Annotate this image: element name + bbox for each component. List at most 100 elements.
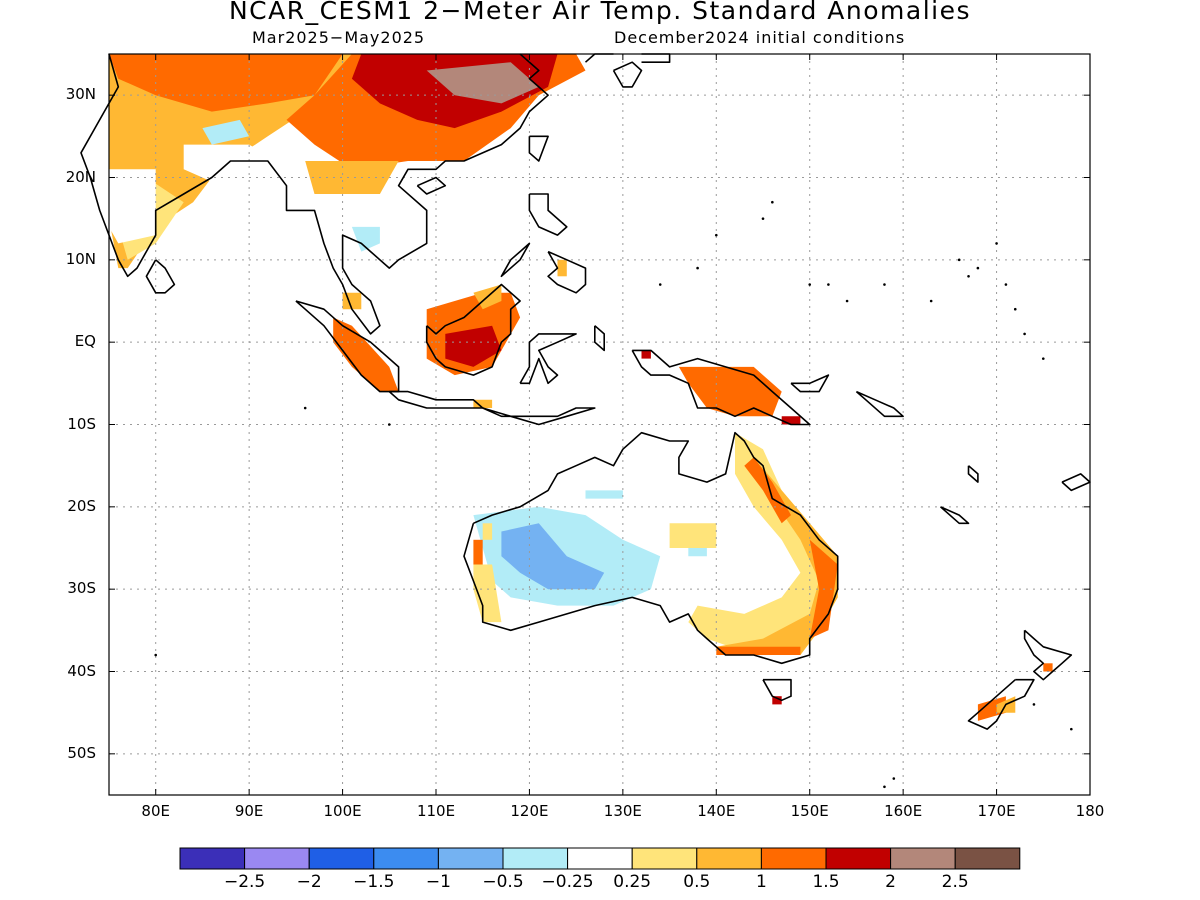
island-mark: [1070, 727, 1073, 731]
anomaly-region: [473, 564, 502, 623]
colorbar-label: −0.25: [541, 872, 594, 892]
island-mark: [929, 299, 933, 303]
island-mark: [827, 283, 830, 286]
lat-label: 10S: [67, 414, 96, 433]
coastline: [631, 349, 811, 426]
anomaly-region: [109, 169, 156, 244]
anomaly-region: [445, 325, 502, 367]
coastline: [519, 333, 577, 385]
coastline: [463, 431, 839, 665]
coastline: [790, 374, 830, 393]
colorbar-label: 2.5: [941, 872, 969, 892]
colorbar-label: −0.5: [482, 872, 524, 892]
lat-label: 20N: [65, 167, 96, 186]
lat-label: 50S: [67, 743, 96, 762]
island-mark: [845, 299, 849, 303]
anomaly-region: [305, 161, 399, 203]
lon-label: 110E: [416, 802, 456, 820]
colorbar-swatch: [890, 847, 956, 870]
coastline: [482, 407, 596, 426]
lon-label: 160E: [884, 802, 923, 820]
island-mark: [387, 423, 391, 426]
coastline: [80, 53, 549, 335]
anomaly-region: [716, 646, 801, 655]
coastline: [416, 176, 447, 195]
anomaly-region: [1043, 663, 1053, 672]
lon-label: 100E: [323, 802, 362, 820]
island-mark: [714, 233, 718, 237]
coastline: [547, 250, 587, 294]
coastline: [500, 242, 531, 278]
colorbar-label: 0.5: [683, 872, 711, 892]
anomaly-region: [977, 696, 1006, 721]
anomaly-region: [482, 523, 493, 540]
island-mark: [696, 266, 699, 270]
coastline: [612, 61, 643, 88]
island-mark: [771, 200, 774, 204]
colorbar-swatch: [179, 847, 246, 870]
colorbar-label: 0.25: [613, 872, 652, 892]
anomaly-region: [585, 490, 623, 499]
initial-conditions: December2024 initial conditions: [614, 28, 906, 47]
anomaly-region: [744, 457, 791, 524]
lon-label: 150E: [790, 802, 829, 820]
coastlines: [80, 53, 1091, 789]
coastline: [1061, 473, 1091, 492]
colorbar-label: 1.5: [812, 872, 840, 892]
anomaly-region: [183, 144, 278, 186]
anomaly-region: [772, 696, 782, 705]
coastline: [528, 193, 568, 236]
colorbar-swatch: [567, 847, 633, 870]
lat-label: 20S: [67, 496, 96, 515]
island-mark: [303, 406, 307, 410]
colorbar-swatch: [244, 847, 310, 870]
anomaly-region: [342, 292, 362, 310]
colorbar-swatch: [760, 847, 827, 870]
colorbar-swatch: [631, 847, 698, 870]
island-mark: [1041, 357, 1045, 360]
island-mark: [957, 258, 961, 262]
anomaly-region: [333, 317, 399, 392]
anomaly-region: [669, 523, 717, 548]
anomaly-region: [641, 350, 651, 359]
anomaly-region: [426, 62, 539, 104]
island-mark: [967, 275, 970, 278]
colorbar-label: −2: [296, 872, 322, 892]
coastline: [939, 506, 970, 525]
lon-label: 120E: [510, 802, 549, 820]
colorbar: [179, 847, 1021, 870]
island-mark: [1032, 703, 1036, 706]
anomaly-region: [688, 548, 707, 557]
lon-label: 180: [1075, 802, 1105, 820]
anomaly-region: [351, 226, 380, 252]
lat-label: 40S: [67, 661, 96, 680]
map-title: NCAR_CESM1 2−Meter Air Temp. Standard An…: [228, 0, 972, 25]
coastline: [145, 259, 176, 294]
colorbar-swatch: [308, 847, 375, 870]
colorbar-label: 1: [755, 872, 767, 892]
island-mark: [808, 283, 812, 286]
colorbar-swatch: [825, 847, 892, 870]
coastline: [967, 678, 1035, 730]
coastline: [594, 325, 605, 352]
coastline: [855, 390, 904, 418]
island-mark: [1004, 283, 1008, 286]
island-mark: [892, 777, 896, 780]
island-mark: [976, 266, 980, 270]
island-mark: [658, 283, 662, 286]
graticule: [109, 54, 1090, 795]
lat-label: 30N: [65, 85, 96, 104]
lon-label: 130E: [603, 802, 642, 820]
anomaly-region: [557, 259, 567, 277]
island-mark: [154, 653, 158, 657]
colorbar-label: −1: [425, 872, 451, 892]
coastline: [762, 678, 792, 702]
anomaly-field: [109, 54, 1053, 721]
anomaly-region: [473, 539, 483, 565]
anomaly-region: [678, 366, 782, 417]
island-mark: [1023, 332, 1026, 336]
lon-label: 80E: [141, 802, 170, 820]
colorbar-label: 2: [885, 872, 896, 892]
island-mark: [883, 785, 886, 789]
